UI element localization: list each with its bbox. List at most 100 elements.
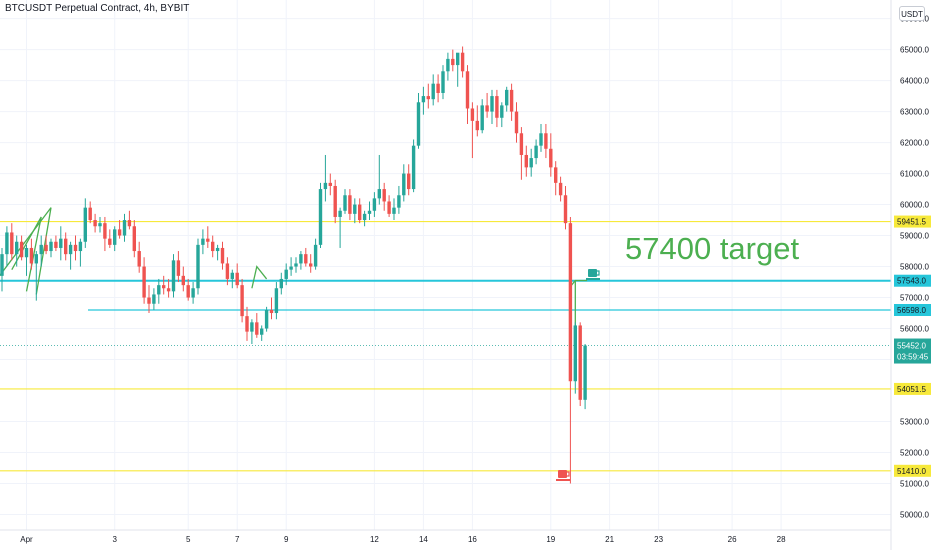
candle-body [147,297,151,304]
candle-body [83,207,87,242]
candle-body [441,71,445,93]
candle-body [127,220,132,227]
candle-body [514,111,519,134]
candle-body [377,189,381,199]
candle-body [19,241,24,258]
chart-title: BTCUSDT Perpetual Contract, 4h, BYBIT [5,3,190,14]
candle-body [196,244,200,289]
candle-body [240,285,244,317]
countdown-label: 03:59:45 [897,353,929,362]
candle-body [289,266,293,270]
x-tick-label: 28 [777,535,786,544]
last-price-tag [894,338,931,364]
candle-body [431,83,435,100]
candle-body [485,105,489,112]
candle-body [103,223,107,239]
cup-icon-top-handle [597,270,600,276]
candle-body [524,154,528,168]
x-tick-label: 14 [419,535,428,544]
candle-body [490,96,494,112]
level-price-tag [894,215,931,228]
target-annotation: 57400 target [625,231,800,266]
candle-body [416,102,421,146]
candle-body [529,158,533,168]
candle-body [583,345,587,400]
candle-body [29,247,34,264]
y-tick-label: 58000.0 [900,263,929,272]
candle-body [509,89,514,112]
y-tick-label: 65000.0 [900,46,929,55]
level-price-label: 56598.0 [897,306,926,315]
level-price-tag [894,304,931,317]
cup-icon-bottom-saucer [556,479,570,481]
candle-body [132,226,136,252]
cup-icon-bottom [556,470,570,481]
candle-body [348,195,352,214]
level-price-tag [894,382,931,395]
candle-body [460,52,465,72]
x-tick-label: 7 [235,535,240,544]
candle-body [15,241,19,255]
candle-body [465,71,470,109]
y-tick-label: 52000.0 [900,449,929,458]
candle-body [397,195,401,208]
candle-body [402,173,406,196]
candle-body [573,325,577,382]
candle-body [294,263,298,267]
candle-body [456,52,460,66]
candle-body [309,263,313,267]
candle-body [323,182,328,190]
y-tick-label: 59000.0 [900,232,929,241]
candle-body [313,244,318,267]
candle-body [64,238,68,255]
candle-body [117,229,122,236]
candle-body [500,105,504,118]
candle-body [230,272,234,279]
x-tick-label: 16 [468,535,477,544]
candle-body [382,189,386,202]
candle-body [191,288,195,298]
y-tick-label: 50000.0 [900,511,929,520]
candle-body [563,195,568,224]
candle-body [34,254,38,264]
candle-body [157,285,161,295]
candle-body [269,309,274,314]
y-tick-label: 51000.0 [900,480,929,489]
candle-body [480,105,484,131]
level-price-label: 51410.0 [897,467,926,476]
candle-body [372,198,377,211]
candle-body [113,229,117,245]
y-tick-label: 61000.0 [900,170,929,179]
candle-body [411,145,416,190]
candle-body [176,260,181,276]
candle-body [343,195,347,211]
candle-body [539,133,543,146]
candle-body [211,241,215,252]
candle-body [475,120,479,131]
cup-icon-top-body [588,269,597,277]
x-tick-label: 23 [654,535,663,544]
candle-body [568,223,573,382]
candle-body [353,204,357,214]
candle-body [255,322,259,335]
currency-button[interactable]: USDT [899,6,925,21]
candle-body [505,89,509,106]
x-tick-label: 19 [546,535,555,544]
x-tick-label: 12 [370,535,379,544]
last-price-label: 55452.0 [897,342,926,351]
candle-body [215,247,220,252]
candle-body [299,254,303,264]
candle-body [166,288,171,292]
candle-body [544,133,548,149]
candle-body [470,108,475,121]
candle-body [54,241,58,248]
y-tick-label: 57000.0 [900,294,929,303]
x-tick-label: 21 [605,535,614,544]
candle-body [49,241,53,252]
candle-body [108,238,112,245]
cup-icon-bottom-body [558,470,567,478]
candle-body [78,241,83,252]
